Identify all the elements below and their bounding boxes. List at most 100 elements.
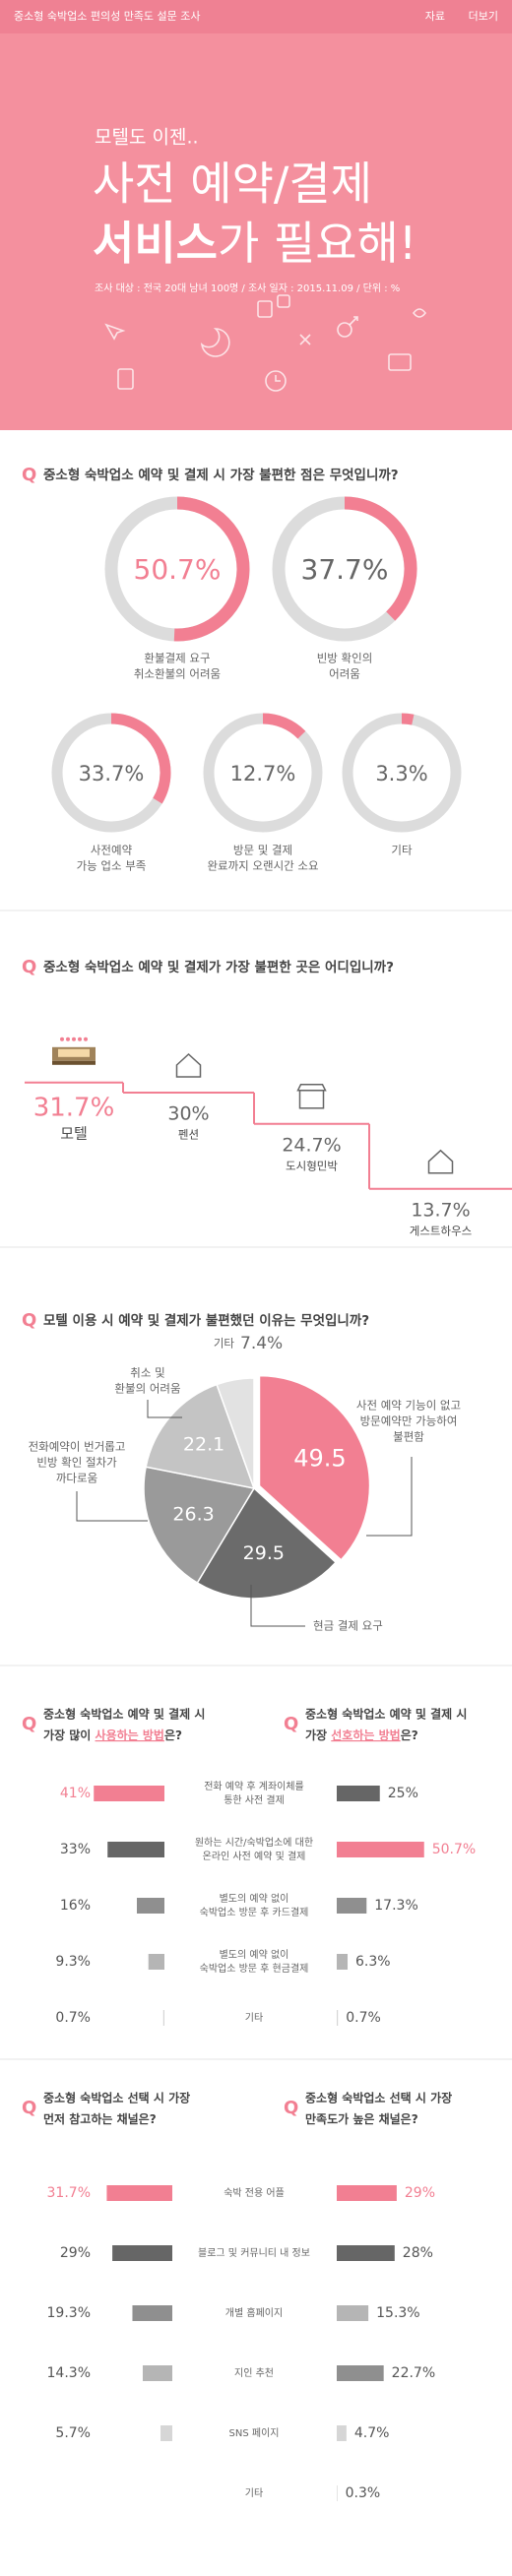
value-label: 29.5 xyxy=(243,1542,285,1564)
category-label: 어려움 xyxy=(329,667,360,681)
pie-slice xyxy=(143,1466,256,1585)
category-label: 환불결제 요구 xyxy=(144,652,210,665)
question-title: 가장 선호하는 방법은? xyxy=(305,1728,418,1742)
category-label: 통한 사전 결제 xyxy=(224,1794,285,1806)
icon xyxy=(277,294,290,308)
question-title: 중소형 숙박업소 선택 시 가장 xyxy=(43,2091,190,2105)
category-label: 온라인 사전 예약 및 결제 xyxy=(203,1851,306,1862)
category-label: 개별 홈페이지 xyxy=(225,2306,283,2319)
question-mark: Q xyxy=(284,1714,298,1734)
bar xyxy=(337,2425,347,2441)
category-label: 가능 업소 부족 xyxy=(77,859,147,873)
link[interactable]: 더보기 xyxy=(469,10,498,23)
bar xyxy=(94,1786,164,1801)
pie-slice xyxy=(145,1383,256,1489)
icon-part xyxy=(296,1084,327,1092)
kicker: 모텔도 이젠.. xyxy=(95,127,199,149)
icon-part xyxy=(298,1090,325,1109)
icon-part xyxy=(58,1048,90,1057)
category-label: 기타 xyxy=(214,1337,235,1351)
donut-arc xyxy=(401,713,415,725)
icon-star xyxy=(60,1037,64,1041)
value-label: 50.7% xyxy=(134,553,222,586)
value-label: 49.5 xyxy=(293,1444,346,1472)
value-label: 14.3% xyxy=(47,2365,91,2381)
pie-slice xyxy=(216,1377,255,1489)
category-label: 취소환불의 어려움 xyxy=(134,667,221,681)
question-mark: Q xyxy=(22,2098,36,2118)
category-label: 숙박 전용 어플 xyxy=(224,2187,285,2199)
value-label: 7.4% xyxy=(240,1334,283,1353)
bar xyxy=(337,2185,397,2201)
bar xyxy=(160,2425,172,2441)
top-bar xyxy=(0,0,512,33)
category-label: 취소 및 xyxy=(130,1366,164,1380)
leader-line xyxy=(147,1400,182,1418)
category-label: 기타 xyxy=(391,844,413,857)
icon-part xyxy=(427,1149,454,1174)
category-label: 지인 추천 xyxy=(234,2367,274,2379)
value-label: 0.3% xyxy=(346,2485,381,2501)
header-background xyxy=(0,0,512,430)
bar xyxy=(112,2245,172,2261)
value-label: 26.3 xyxy=(172,1504,214,1526)
value-label: 33.7% xyxy=(79,762,145,785)
title-part: 은? xyxy=(401,1728,418,1742)
bar xyxy=(148,1954,164,1970)
icon xyxy=(388,353,412,371)
question-title: 중소형 숙박업소 예약 및 결제 시 xyxy=(43,1707,205,1722)
headline-bold: 서비스 xyxy=(93,217,218,270)
leader-line xyxy=(366,1457,413,1537)
title-part: 가장 xyxy=(305,1728,331,1742)
category-label: 빈방 확인의 xyxy=(317,652,373,665)
bar xyxy=(106,2185,172,2201)
icon-part xyxy=(175,1052,202,1078)
headline-rest: 가 필요해! xyxy=(218,217,416,270)
category-label: 도시형민박 xyxy=(286,1159,338,1172)
donut-arc xyxy=(110,713,171,804)
value-label: 31.7% xyxy=(33,1093,115,1122)
icon xyxy=(349,316,358,326)
bar xyxy=(337,1842,424,1857)
link[interactable]: 자료 xyxy=(425,10,445,23)
value-label: 22.7% xyxy=(392,2365,435,2381)
question-mark: Q xyxy=(284,2098,298,2118)
category-label: 까다로움 xyxy=(56,1472,97,1485)
bar xyxy=(337,1898,367,1914)
category-label: 펜션 xyxy=(178,1128,199,1142)
question-title: 중소형 숙박업소 예약 및 결제 시 가장 불편한 점은 무엇입니까? xyxy=(43,467,399,483)
category-label: 사전 예약 기능이 없고 xyxy=(356,1399,461,1413)
category-label: 게스트하우스 xyxy=(410,1224,472,1237)
question-mark: Q xyxy=(22,957,36,977)
place-icon xyxy=(175,1052,202,1078)
bar xyxy=(137,1898,164,1914)
value-label: 4.7% xyxy=(354,2425,390,2441)
category-label: 별도의 예약 없이 xyxy=(220,1892,289,1905)
bar xyxy=(337,2245,395,2261)
donut-arc xyxy=(173,496,250,642)
category-label: 별도의 예약 없이 xyxy=(220,1948,289,1961)
pie-slice xyxy=(196,1486,338,1600)
category-label: 블로그 및 커뮤니티 내 정보 xyxy=(198,2247,310,2259)
question-mark: Q xyxy=(22,465,36,485)
bar xyxy=(337,1786,380,1801)
value-label: 25% xyxy=(388,1786,418,1801)
question-title: 먼저 참고하는 채널은? xyxy=(43,2111,157,2126)
icon xyxy=(265,370,287,392)
top-bar-title: 중소형 숙박업소 편의성 만족도 설문 조사 xyxy=(14,10,201,23)
category-label: 사전예약 xyxy=(91,844,133,857)
icon xyxy=(299,334,311,346)
category-label: SNS 페이지 xyxy=(229,2427,280,2439)
survey-meta: 조사 대상 : 전국 20대 남녀 100명 / 조사 일자 : 2015.11… xyxy=(95,282,400,294)
question-title: 만족도가 높은 채널은? xyxy=(305,2111,418,2126)
icon xyxy=(200,328,230,357)
header-icons xyxy=(104,294,427,392)
place-icon xyxy=(427,1149,454,1174)
value-label: 12.7% xyxy=(230,762,296,785)
title-part: 가장 많이 xyxy=(43,1728,96,1742)
category-label: 원하는 시간/숙박업소에 대한 xyxy=(195,1836,313,1849)
title-part: 먼저 참고하는 채널은? xyxy=(43,2111,157,2126)
value-label: 19.3% xyxy=(47,2305,91,2321)
value-label: 6.3% xyxy=(355,1954,391,1970)
icon xyxy=(337,322,352,338)
